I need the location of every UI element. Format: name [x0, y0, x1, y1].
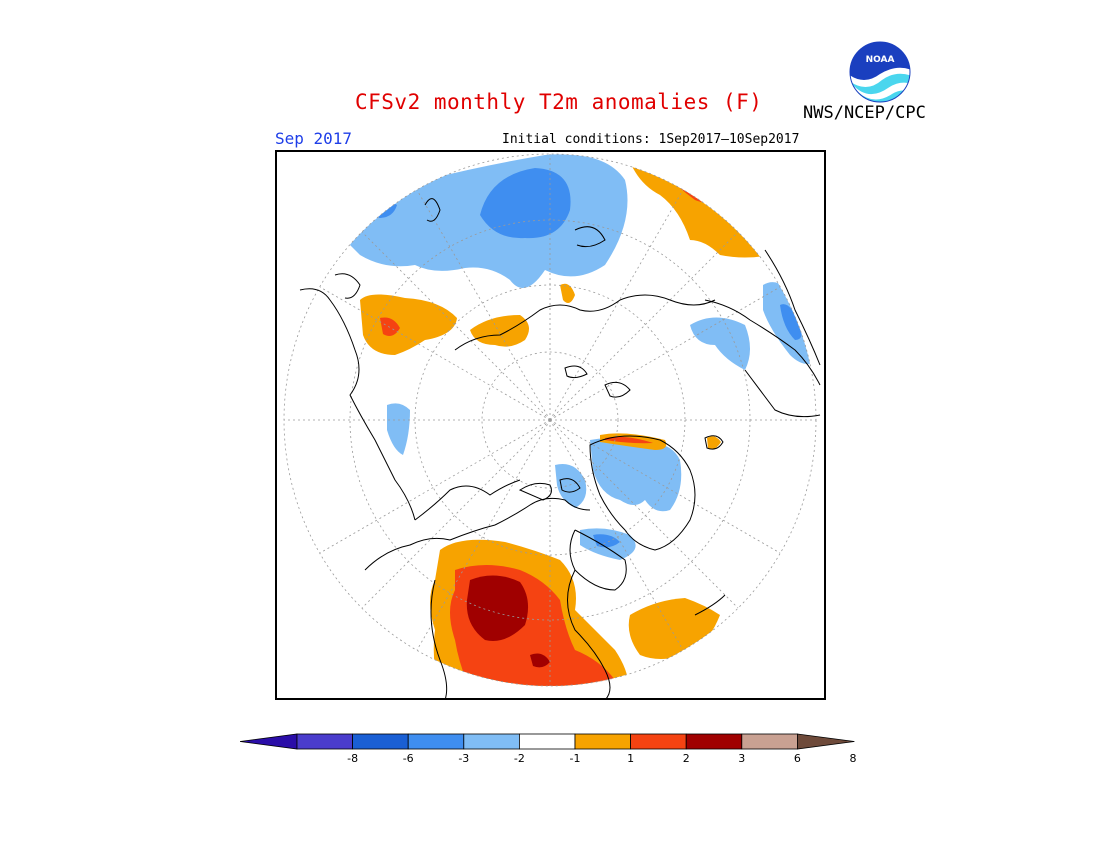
cold-anomaly-hudson-core [593, 534, 620, 548]
cold-anomaly-pacific [387, 403, 410, 455]
warm-anomaly-kamchatka [560, 283, 575, 304]
colorbar-bin [574, 733, 631, 750]
colorbar-tick-label: 8 [849, 752, 857, 765]
warm-anomaly-greenland-north-core [605, 436, 653, 444]
cold-anomaly-scandinavia [690, 317, 750, 370]
warm-anomaly-canada-east [507, 548, 530, 561]
warm-anomaly-japan [470, 315, 529, 347]
warm-anomaly-north-america-core-south [530, 653, 550, 668]
month-label: Sep 2017 [275, 129, 353, 148]
warm-anomaly-europe [630, 161, 770, 258]
chart-title: CFSv2 monthly T2m anomalies (F) [355, 90, 763, 114]
agency-label: NWS/NCEP/CPC [803, 103, 926, 123]
colorbar-tick-label: -3 [458, 752, 470, 765]
lat-lon-grid [283, 153, 817, 687]
cold-anomaly-arctic-canada [555, 464, 587, 508]
colorbar-tick-label: -2 [513, 752, 525, 765]
map-frame [275, 150, 826, 700]
colorbar-bin [240, 733, 298, 750]
colorbar-bin [518, 733, 576, 750]
warm-anomaly-china-core [380, 317, 400, 336]
warm-anomaly-iceland [707, 436, 721, 450]
colorbar-tick-label: 1 [627, 752, 635, 765]
cold-anomaly-africa-core [780, 304, 802, 340]
colorbar-bin [741, 733, 798, 750]
colorbar-tick-label: -8 [347, 752, 359, 765]
colorbar-bin [296, 733, 353, 750]
colorbar [240, 733, 855, 750]
colorbar-bin [797, 733, 855, 750]
warm-anomaly-china [360, 294, 457, 355]
cold-anomaly-greenland [590, 438, 682, 512]
cold-anomaly-siberia-core [480, 168, 571, 239]
noaa-logo-text: NOAA [866, 55, 895, 65]
coastlines [299, 198, 821, 700]
colorbar-bin [352, 733, 409, 750]
colorbar-bin [407, 733, 465, 750]
temperature-anomaly-map [275, 150, 826, 700]
colorbar-tick-label: 3 [738, 752, 746, 765]
colorbar-bin [463, 733, 520, 750]
initial-conditions-label: Initial conditions: 1Sep2017–10Sep2017 [502, 132, 800, 147]
colorbar-bin [630, 733, 687, 750]
colorbar-tick-label: 2 [682, 752, 690, 765]
noaa-logo-icon: NOAA [849, 41, 911, 103]
colorbar-bin [685, 733, 743, 750]
colorbar-tick-label: -6 [402, 752, 414, 765]
colorbar-tick-label: -1 [569, 752, 581, 765]
warm-anomaly-north-america-core [466, 575, 529, 641]
colorbar-tick-label: 6 [793, 752, 801, 765]
